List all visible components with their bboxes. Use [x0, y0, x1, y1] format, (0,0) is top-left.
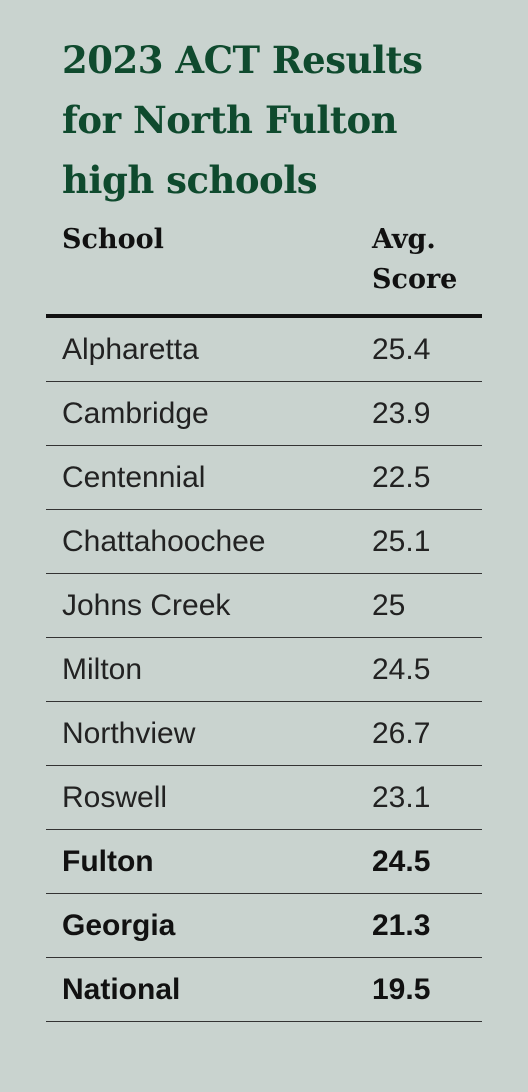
score-cell: 19.5: [362, 957, 482, 1022]
school-cell: Chattahoochee: [46, 509, 362, 574]
table-row: Johns Creek 25: [46, 573, 482, 638]
table-row: Chattahoochee 25.1: [46, 509, 482, 574]
summary-row: National 19.5: [46, 957, 482, 1022]
score-cell: 24.5: [362, 637, 482, 702]
summary-row: Georgia 21.3: [46, 893, 482, 958]
table-row: Milton 24.5: [46, 637, 482, 702]
table-row: Cambridge 23.9: [46, 381, 482, 446]
table-row: Roswell 23.1: [46, 765, 482, 830]
table-row: Northview 26.7: [46, 701, 482, 766]
title: 2023 ACT Results for North Fulton high s…: [62, 38, 423, 202]
score-cell: 23.9: [362, 381, 482, 446]
school-cell: Centennial: [46, 445, 362, 510]
summary-row: Fulton 24.5: [46, 829, 482, 894]
header-cell: Avg. Score: [362, 220, 482, 318]
table-header: School Avg. Score: [46, 220, 482, 318]
school-cell: Milton: [46, 637, 362, 702]
school-cell: Roswell: [46, 765, 362, 830]
table-row: Alpharetta 25.4: [46, 316, 482, 382]
results-table: School Avg. Score Alpharetta 25.4 Cambridg…: [46, 220, 482, 1022]
score-cell: 21.3: [362, 893, 482, 958]
header-cell: School: [46, 220, 362, 318]
school-cell: Johns Creek: [46, 573, 362, 638]
score-cell: 26.7: [362, 701, 482, 766]
table-body: Alpharetta 25.4 Cambridge 23.9 Centennial 22.…: [46, 316, 482, 1022]
score-cell: 24.5: [362, 829, 482, 894]
school-cell: Alpharetta: [46, 316, 362, 382]
score-cell: 25.1: [362, 509, 482, 574]
table-row: Centennial 22.5: [46, 445, 482, 510]
school-cell: National: [46, 957, 362, 1022]
score-cell: 22.5: [362, 445, 482, 510]
school-cell: Fulton: [46, 829, 362, 894]
school-cell: Northview: [46, 701, 362, 766]
score-cell: 25: [362, 573, 482, 638]
school-cell: Georgia: [46, 893, 362, 958]
school-cell: Cambridge: [46, 381, 362, 446]
score-cell: 25.4: [362, 316, 482, 382]
header-row: School Avg. Score: [46, 220, 482, 318]
score-cell: 23.1: [362, 765, 482, 830]
